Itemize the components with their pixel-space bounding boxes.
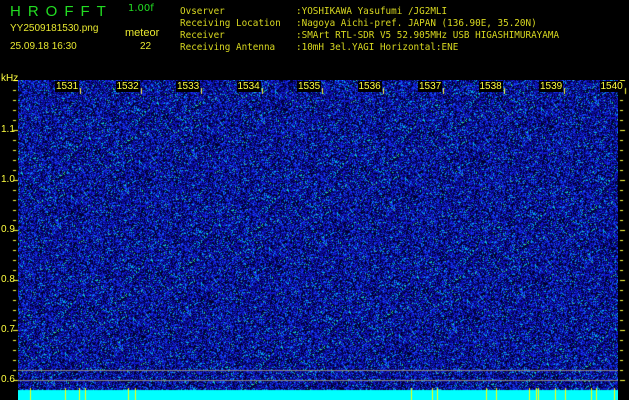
info-row-receiver: Receiver:SMArt RTL-SDR V5 52.905MHz USB … <box>180 30 560 41</box>
info-row-observer: Ovserver:YOSHIKAWA Yasufumi /JG2MLI <box>180 6 448 17</box>
y-axis-unit: kHz <box>1 73 19 84</box>
app-title: HROFFT <box>10 3 113 20</box>
x-tick-label: 1534 <box>236 81 261 92</box>
meteor-label: meteor <box>125 27 160 39</box>
info-row-antenna: Receiving Antenna:10mH 3el.YAGI Horizont… <box>180 42 459 53</box>
x-tick-label: 1531 <box>55 81 80 92</box>
y-tick-label: 0.9 <box>1 224 15 235</box>
x-tick-label: 1536 <box>357 81 382 92</box>
app-version: 1.00f <box>128 3 154 14</box>
file-datetime: 25.09.18 16:30 <box>10 41 77 52</box>
file-name: YY2509181530.png <box>10 23 99 34</box>
y-tick-label: 1.1 <box>1 124 15 135</box>
x-tick-label: 1532 <box>115 81 140 92</box>
x-tick-label: 1533 <box>176 81 201 92</box>
x-tick-label: 1540 <box>599 81 624 92</box>
y-tick-label: 0.8 <box>1 274 15 285</box>
x-tick-label: 1538 <box>478 81 503 92</box>
meteor-count: 22 <box>140 41 152 52</box>
x-tick-label: 1539 <box>539 81 564 92</box>
info-row-location: Receiving Location:Nagoya Aichi-pref. JA… <box>180 18 537 29</box>
x-tick-label: 1537 <box>418 81 443 92</box>
y-tick-label: 0.7 <box>1 324 15 335</box>
axis-ticks <box>0 80 629 400</box>
y-tick-label: 0.6 <box>1 374 15 385</box>
y-tick-label: 1.0 <box>1 174 15 185</box>
station-info: Ovserver:YOSHIKAWA Yasufumi /JG2MLI Rece… <box>180 6 559 54</box>
x-tick-label: 1535 <box>297 81 322 92</box>
